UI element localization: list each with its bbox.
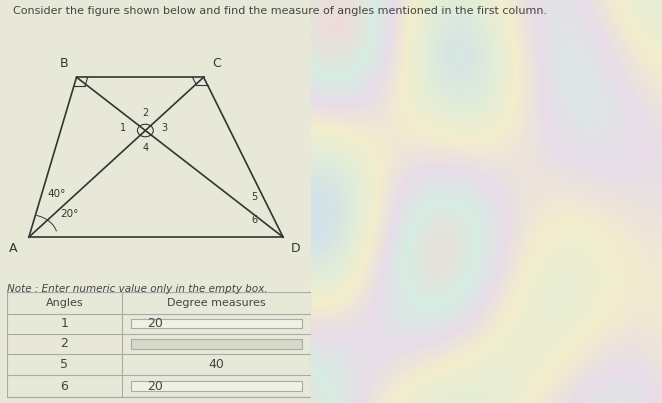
Text: A: A <box>9 242 17 255</box>
Text: 2: 2 <box>60 337 68 351</box>
Text: 1: 1 <box>60 317 68 330</box>
Text: 6: 6 <box>60 380 68 393</box>
Text: 20: 20 <box>147 317 163 330</box>
Text: C: C <box>212 57 220 70</box>
Text: 20°: 20° <box>61 209 79 219</box>
Text: 40: 40 <box>209 358 224 371</box>
Text: Degree measures: Degree measures <box>167 298 266 308</box>
Text: Consider the figure shown below and find the measure of angles mentioned in the : Consider the figure shown below and find… <box>13 6 547 16</box>
Text: 1: 1 <box>120 123 126 133</box>
Text: 40°: 40° <box>48 189 66 199</box>
Text: B: B <box>60 57 68 70</box>
Text: 5: 5 <box>252 192 258 202</box>
Text: 4: 4 <box>142 143 148 153</box>
Text: Note : Enter numeric value only in the empty box.: Note : Enter numeric value only in the e… <box>7 284 267 294</box>
Text: 3: 3 <box>162 123 167 133</box>
Text: 2: 2 <box>142 108 148 118</box>
FancyBboxPatch shape <box>132 339 302 349</box>
Text: 6: 6 <box>252 215 258 224</box>
Text: Angles: Angles <box>46 298 83 308</box>
Text: 20: 20 <box>147 380 163 393</box>
Text: 5: 5 <box>60 358 68 371</box>
FancyBboxPatch shape <box>132 381 302 391</box>
FancyBboxPatch shape <box>132 319 302 328</box>
Text: D: D <box>291 242 301 255</box>
